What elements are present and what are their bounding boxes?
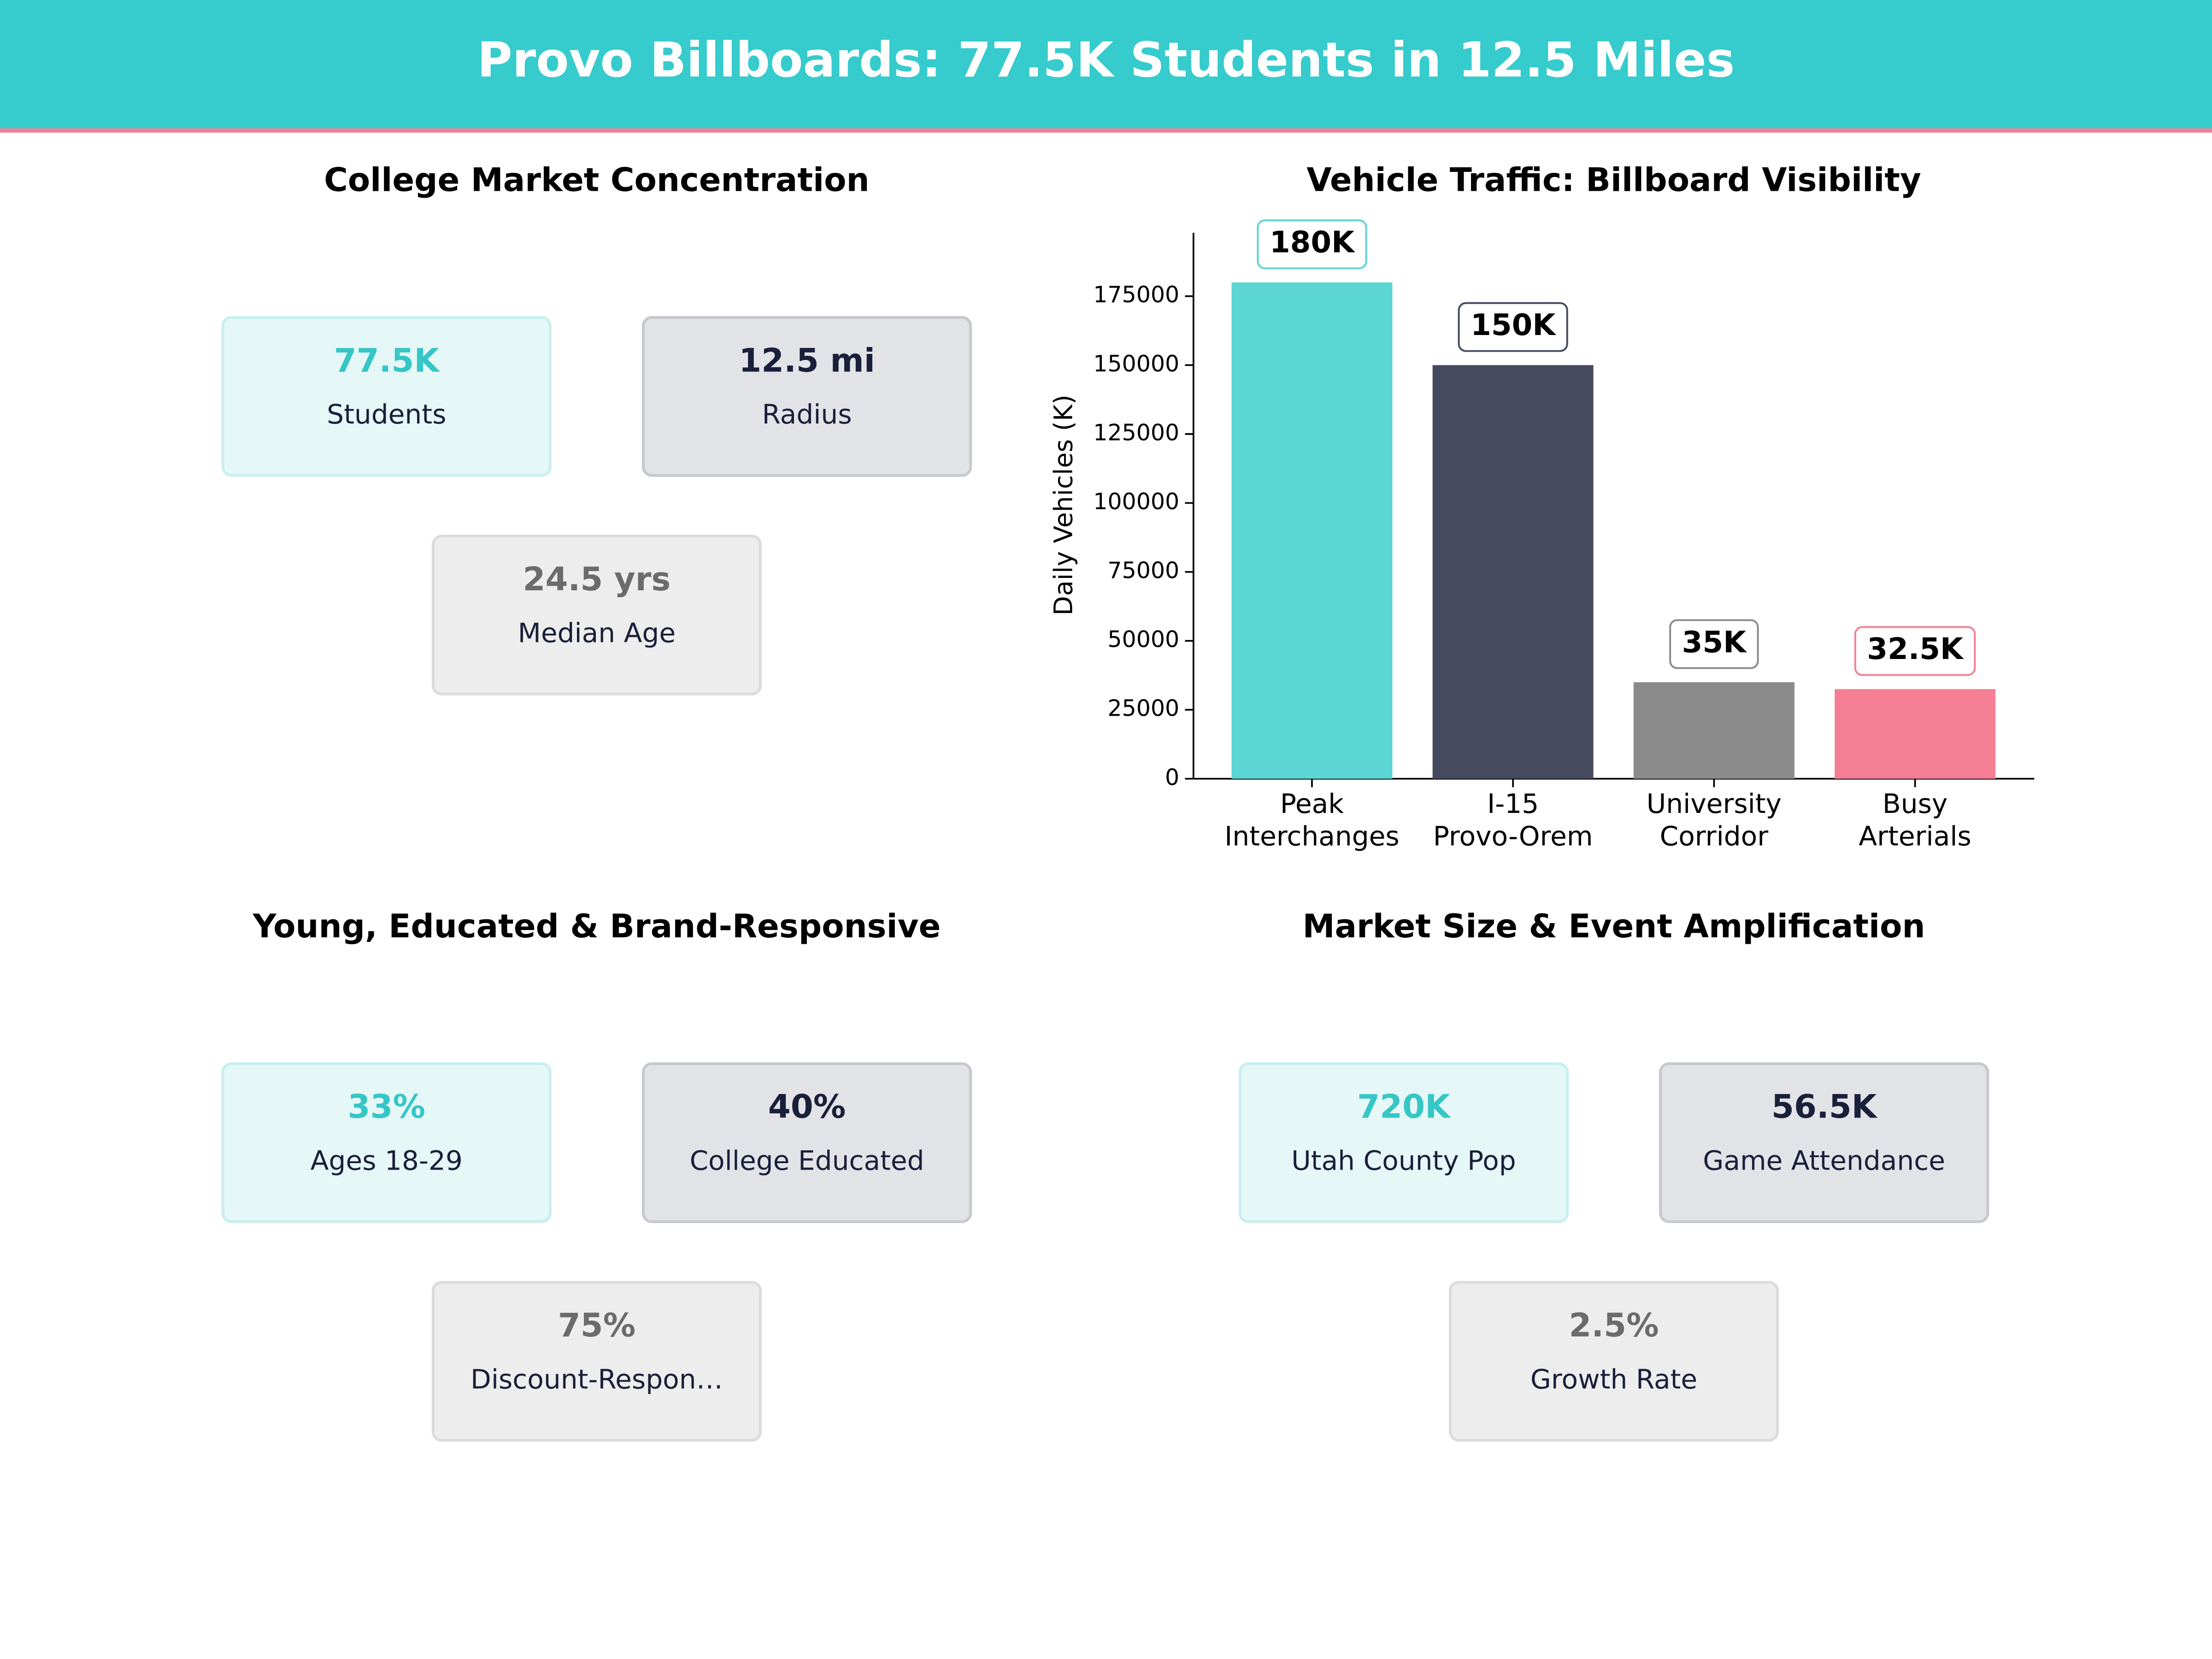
x-tick-label: University Corridor — [1647, 788, 1782, 852]
stat-card — [641, 1062, 972, 1224]
stat-value: 75% — [558, 1306, 635, 1344]
stat-label: Radius — [762, 399, 852, 430]
y-tick-label: 0 — [1165, 764, 1179, 790]
stat-card — [641, 316, 972, 477]
stat-card — [431, 1281, 762, 1442]
stat-value: 12.5 mi — [739, 341, 875, 379]
value-label: 180K — [1270, 225, 1355, 260]
x-tick-label: Busy Arterials — [1859, 788, 1971, 852]
stat-value: 40% — [768, 1088, 846, 1126]
header-rule — [0, 128, 2212, 133]
value-label-box — [1669, 619, 1759, 669]
y-tick-label: 125000 — [1093, 419, 1179, 446]
panel-title: Young, Educated & Brand-Responsive — [253, 907, 941, 945]
y-tick-label: 150000 — [1093, 351, 1179, 377]
value-label-box — [1854, 626, 1976, 676]
value-label-box — [1458, 302, 1568, 352]
value-label: 150K — [1471, 308, 1556, 342]
value-label: 35K — [1682, 625, 1747, 659]
stat-label: Median Age — [518, 618, 676, 649]
stat-label: Utah County Pop — [1291, 1145, 1516, 1177]
bar — [1432, 365, 1594, 779]
stat-label: Game Attendance — [1703, 1145, 1945, 1177]
stat-card — [1448, 1281, 1779, 1442]
header-band — [0, 0, 2212, 129]
stat-value: 24.5 yrs — [523, 560, 671, 598]
stat-label: Discount-Respon… — [471, 1364, 723, 1395]
value-label-box — [1257, 219, 1367, 270]
panel-title: College Market Concentration — [324, 161, 870, 199]
stat-label: Growth Rate — [1530, 1364, 1697, 1395]
stat-card — [431, 535, 762, 696]
stat-card — [221, 1062, 552, 1224]
stat-value: 56.5K — [1771, 1088, 1878, 1126]
bar — [1835, 689, 1996, 779]
stat-card — [1238, 1062, 1569, 1224]
value-label: 32.5K — [1867, 632, 1964, 666]
stat-card — [1659, 1062, 1989, 1224]
bar — [1231, 282, 1393, 779]
x-tick-label: Peak Interchanges — [1224, 788, 1400, 852]
stat-label: Ages 18-29 — [311, 1145, 463, 1177]
x-tick-label: I-15 Provo-Orem — [1433, 788, 1593, 852]
stat-value: 77.5K — [334, 341, 441, 379]
y-tick-label: 50000 — [1107, 626, 1179, 653]
stat-value: 2.5% — [1569, 1306, 1659, 1344]
panel-title: Market Size & Event Amplification — [1302, 907, 1925, 945]
stat-value: 720K — [1357, 1088, 1451, 1126]
y-tick-label: 100000 — [1093, 488, 1179, 515]
y-tick-label: 175000 — [1093, 282, 1179, 308]
stat-label: College Educated — [689, 1145, 924, 1177]
chart-title: Vehicle Traffic: Billboard Visibility — [1306, 161, 1921, 199]
bar — [1633, 682, 1794, 779]
y-axis-label: Daily Vehicles (K) — [1048, 394, 1078, 615]
stat-card — [221, 316, 552, 477]
y-tick-label: 75000 — [1107, 558, 1179, 584]
page-title: Provo Billboards: 77.5K Students in 12.5… — [477, 32, 1735, 88]
stat-value: 33% — [348, 1088, 425, 1126]
stat-label: Students — [327, 399, 446, 430]
y-tick-label: 25000 — [1107, 695, 1179, 722]
